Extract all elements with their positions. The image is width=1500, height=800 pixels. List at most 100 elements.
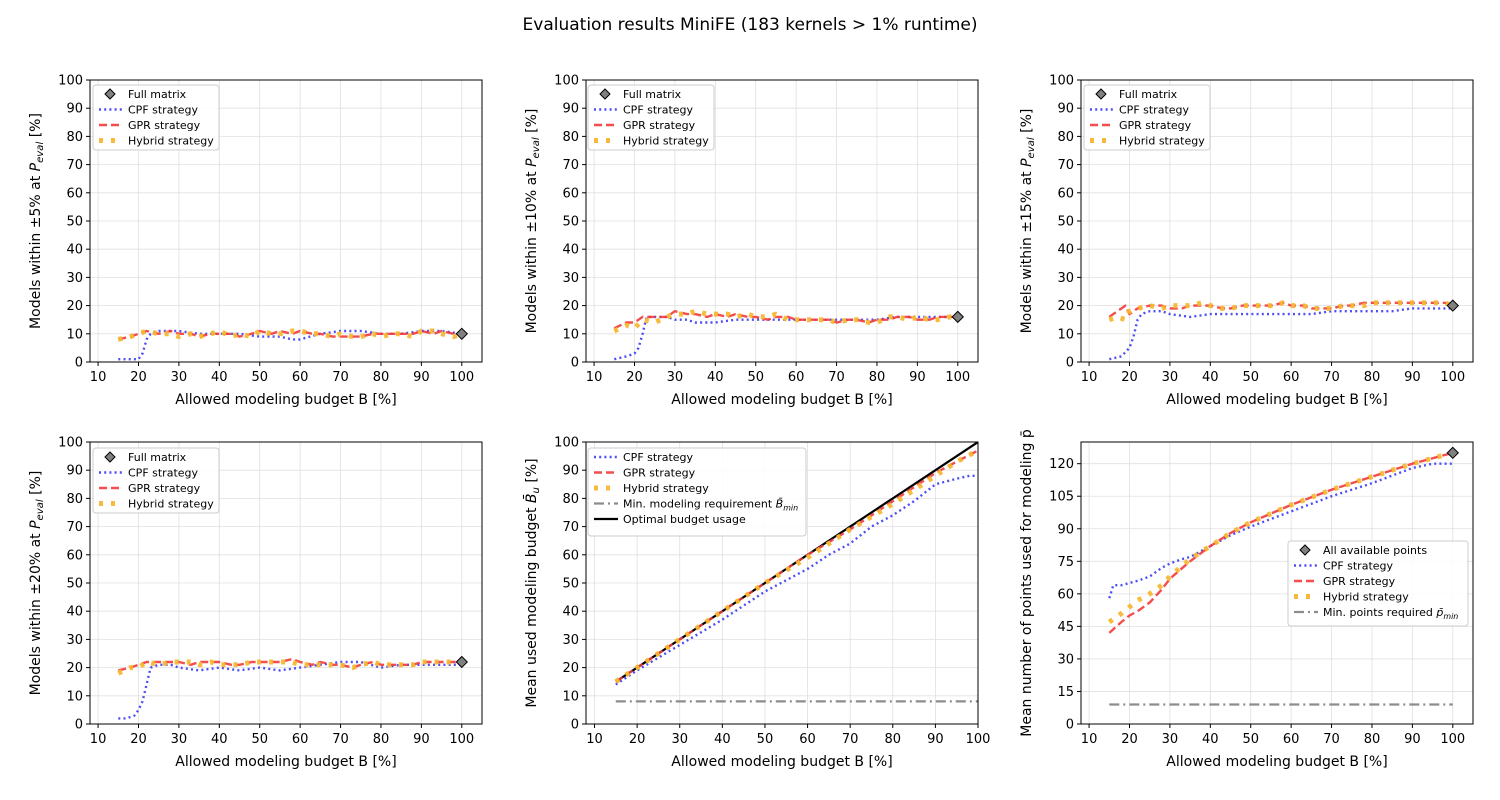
x-tick-label: 70 [842, 732, 859, 747]
chart-panel-4: 10 20 30 40 50 60 70 80 90 100 0 10 20 30 40 50 60 70 80 90… [28, 436, 483, 770]
y-tick-label: 10 [562, 327, 579, 342]
x-tick-label: 10 [586, 732, 603, 747]
x-tick-label: 30 [171, 370, 188, 385]
x-tick-label: 20 [629, 732, 646, 747]
legend-label: Hybrid strategy [1323, 591, 1409, 604]
x-tick-label: 80 [373, 732, 390, 747]
y-tick-label: 50 [562, 215, 579, 230]
x-tick-label: 40 [1202, 370, 1219, 385]
legend-box [92, 84, 220, 151]
y-tick-label: 70 [562, 158, 579, 173]
y-tick-label: 0 [75, 356, 83, 371]
legend-marker-diamond [104, 451, 116, 463]
legend-label: CPF strategy [128, 467, 199, 480]
y-axis-label: Mean used modeling budget B̄u [%] [522, 458, 542, 707]
y-tick-label: 40 [562, 605, 579, 620]
legend-label: GPR strategy [128, 119, 201, 132]
series-group [1107, 450, 1454, 706]
x-tick-label: 50 [747, 370, 764, 385]
y-tick-label: 70 [66, 158, 83, 173]
legend-label: CPF strategy [1119, 104, 1190, 117]
x-tick-label: 100 [1440, 732, 1465, 747]
y-tick-label: 20 [562, 299, 579, 314]
y-tick-label: 60 [1057, 186, 1074, 201]
y-tick-label: 15 [1057, 685, 1074, 700]
y-tick-label: 90 [66, 464, 83, 479]
y-tick-label: 70 [562, 520, 579, 535]
series-line-gpr [1108, 451, 1454, 634]
legend: Full matrix CPF strategy GPR strategy Hybri… [92, 447, 220, 514]
y-tick-label: 90 [1057, 102, 1074, 117]
y-tick-label: 90 [562, 102, 579, 117]
x-tick-label: 10 [1081, 370, 1098, 385]
x-tick-label: 70 [828, 370, 845, 385]
y-tick-label: 90 [562, 464, 579, 479]
legend-label: Hybrid strategy [128, 135, 214, 148]
y-tick-label: 0 [571, 718, 579, 733]
x-tick-label: 20 [626, 370, 643, 385]
series-group [1108, 300, 1454, 361]
legend-label: Optimal budget usage [623, 513, 746, 526]
x-tick-label: 80 [1364, 370, 1381, 385]
legend-label: GPR strategy [128, 482, 201, 495]
series-group [117, 657, 462, 720]
x-tick-label: 10 [90, 370, 107, 385]
y-tick-label: 100 [554, 436, 579, 451]
y-tick-label: 0 [75, 718, 83, 733]
x-tick-label: 50 [757, 732, 774, 747]
series-line-gpr [118, 329, 462, 341]
legend-label: Min. modeling requirement B̄min [623, 497, 798, 512]
y-tick-label: 0 [1066, 718, 1074, 733]
y-tick-label: 30 [1057, 652, 1074, 667]
y-tick-label: 40 [66, 605, 83, 620]
series-line-cpf [1109, 307, 1453, 361]
y-tick-label: 50 [1057, 215, 1074, 230]
legend: Full matrix CPF strategy GPR strategy Hybri… [92, 84, 220, 151]
x-tick-label: 70 [1323, 370, 1340, 385]
y-tick-label: 20 [66, 661, 83, 676]
y-tick-label: 80 [1057, 130, 1074, 145]
y-tick-label: 30 [562, 271, 579, 286]
legend-marker-diamond [599, 88, 611, 100]
series-line-hybrid [117, 328, 463, 342]
x-axis-label: Allowed modeling budget B [%] [175, 392, 396, 408]
y-axis-label: Models within ±20% at Peval [%] [28, 471, 46, 696]
chart-panel-1: 10 20 30 40 50 60 70 80 90 100 0 10 20 30 40 50 60 70 80 90… [28, 74, 483, 408]
x-tick-label: 100 [449, 370, 474, 385]
legend-marker-diamond [1299, 544, 1311, 556]
legend-box [92, 447, 220, 514]
y-tick-label: 40 [66, 243, 83, 258]
x-tick-label: 90 [413, 732, 430, 747]
x-tick-label: 50 [1242, 732, 1259, 747]
legend-label: GPR strategy [1323, 575, 1396, 588]
data-marker-diamond [1446, 299, 1459, 312]
x-tick-label: 30 [671, 732, 688, 747]
y-tick-label: 80 [562, 130, 579, 145]
x-tick-label: 60 [292, 370, 309, 385]
series-line-gpr [1108, 301, 1454, 318]
legend-box [587, 84, 715, 151]
data-marker-diamond [1446, 446, 1459, 460]
y-tick-label: 100 [1049, 74, 1074, 89]
y-tick-label: 80 [562, 492, 579, 507]
y-tick-label: 50 [562, 577, 579, 592]
legend-label: CPF strategy [623, 451, 694, 464]
y-tick-label: 40 [562, 243, 579, 258]
series-line-cpf [118, 329, 462, 361]
legend-box [1287, 540, 1469, 627]
x-tick-label: 30 [1162, 732, 1179, 747]
x-tick-label: 20 [1121, 370, 1138, 385]
series-line-hybrid [117, 659, 462, 676]
series-line-hybrid [613, 308, 958, 334]
x-axis-label: Allowed modeling budget B [%] [671, 392, 892, 408]
x-tick-label: 50 [1242, 370, 1259, 385]
y-tick-label: 0 [571, 356, 579, 371]
y-tick-label: 100 [58, 436, 83, 451]
series-line-gpr [118, 657, 462, 672]
legend-label: Hybrid strategy [623, 482, 709, 495]
x-tick-label: 20 [130, 732, 147, 747]
x-tick-label: 10 [586, 370, 603, 385]
legend-label: Hybrid strategy [128, 498, 214, 511]
x-tick-label: 100 [449, 732, 474, 747]
x-tick-label: 10 [90, 732, 107, 747]
